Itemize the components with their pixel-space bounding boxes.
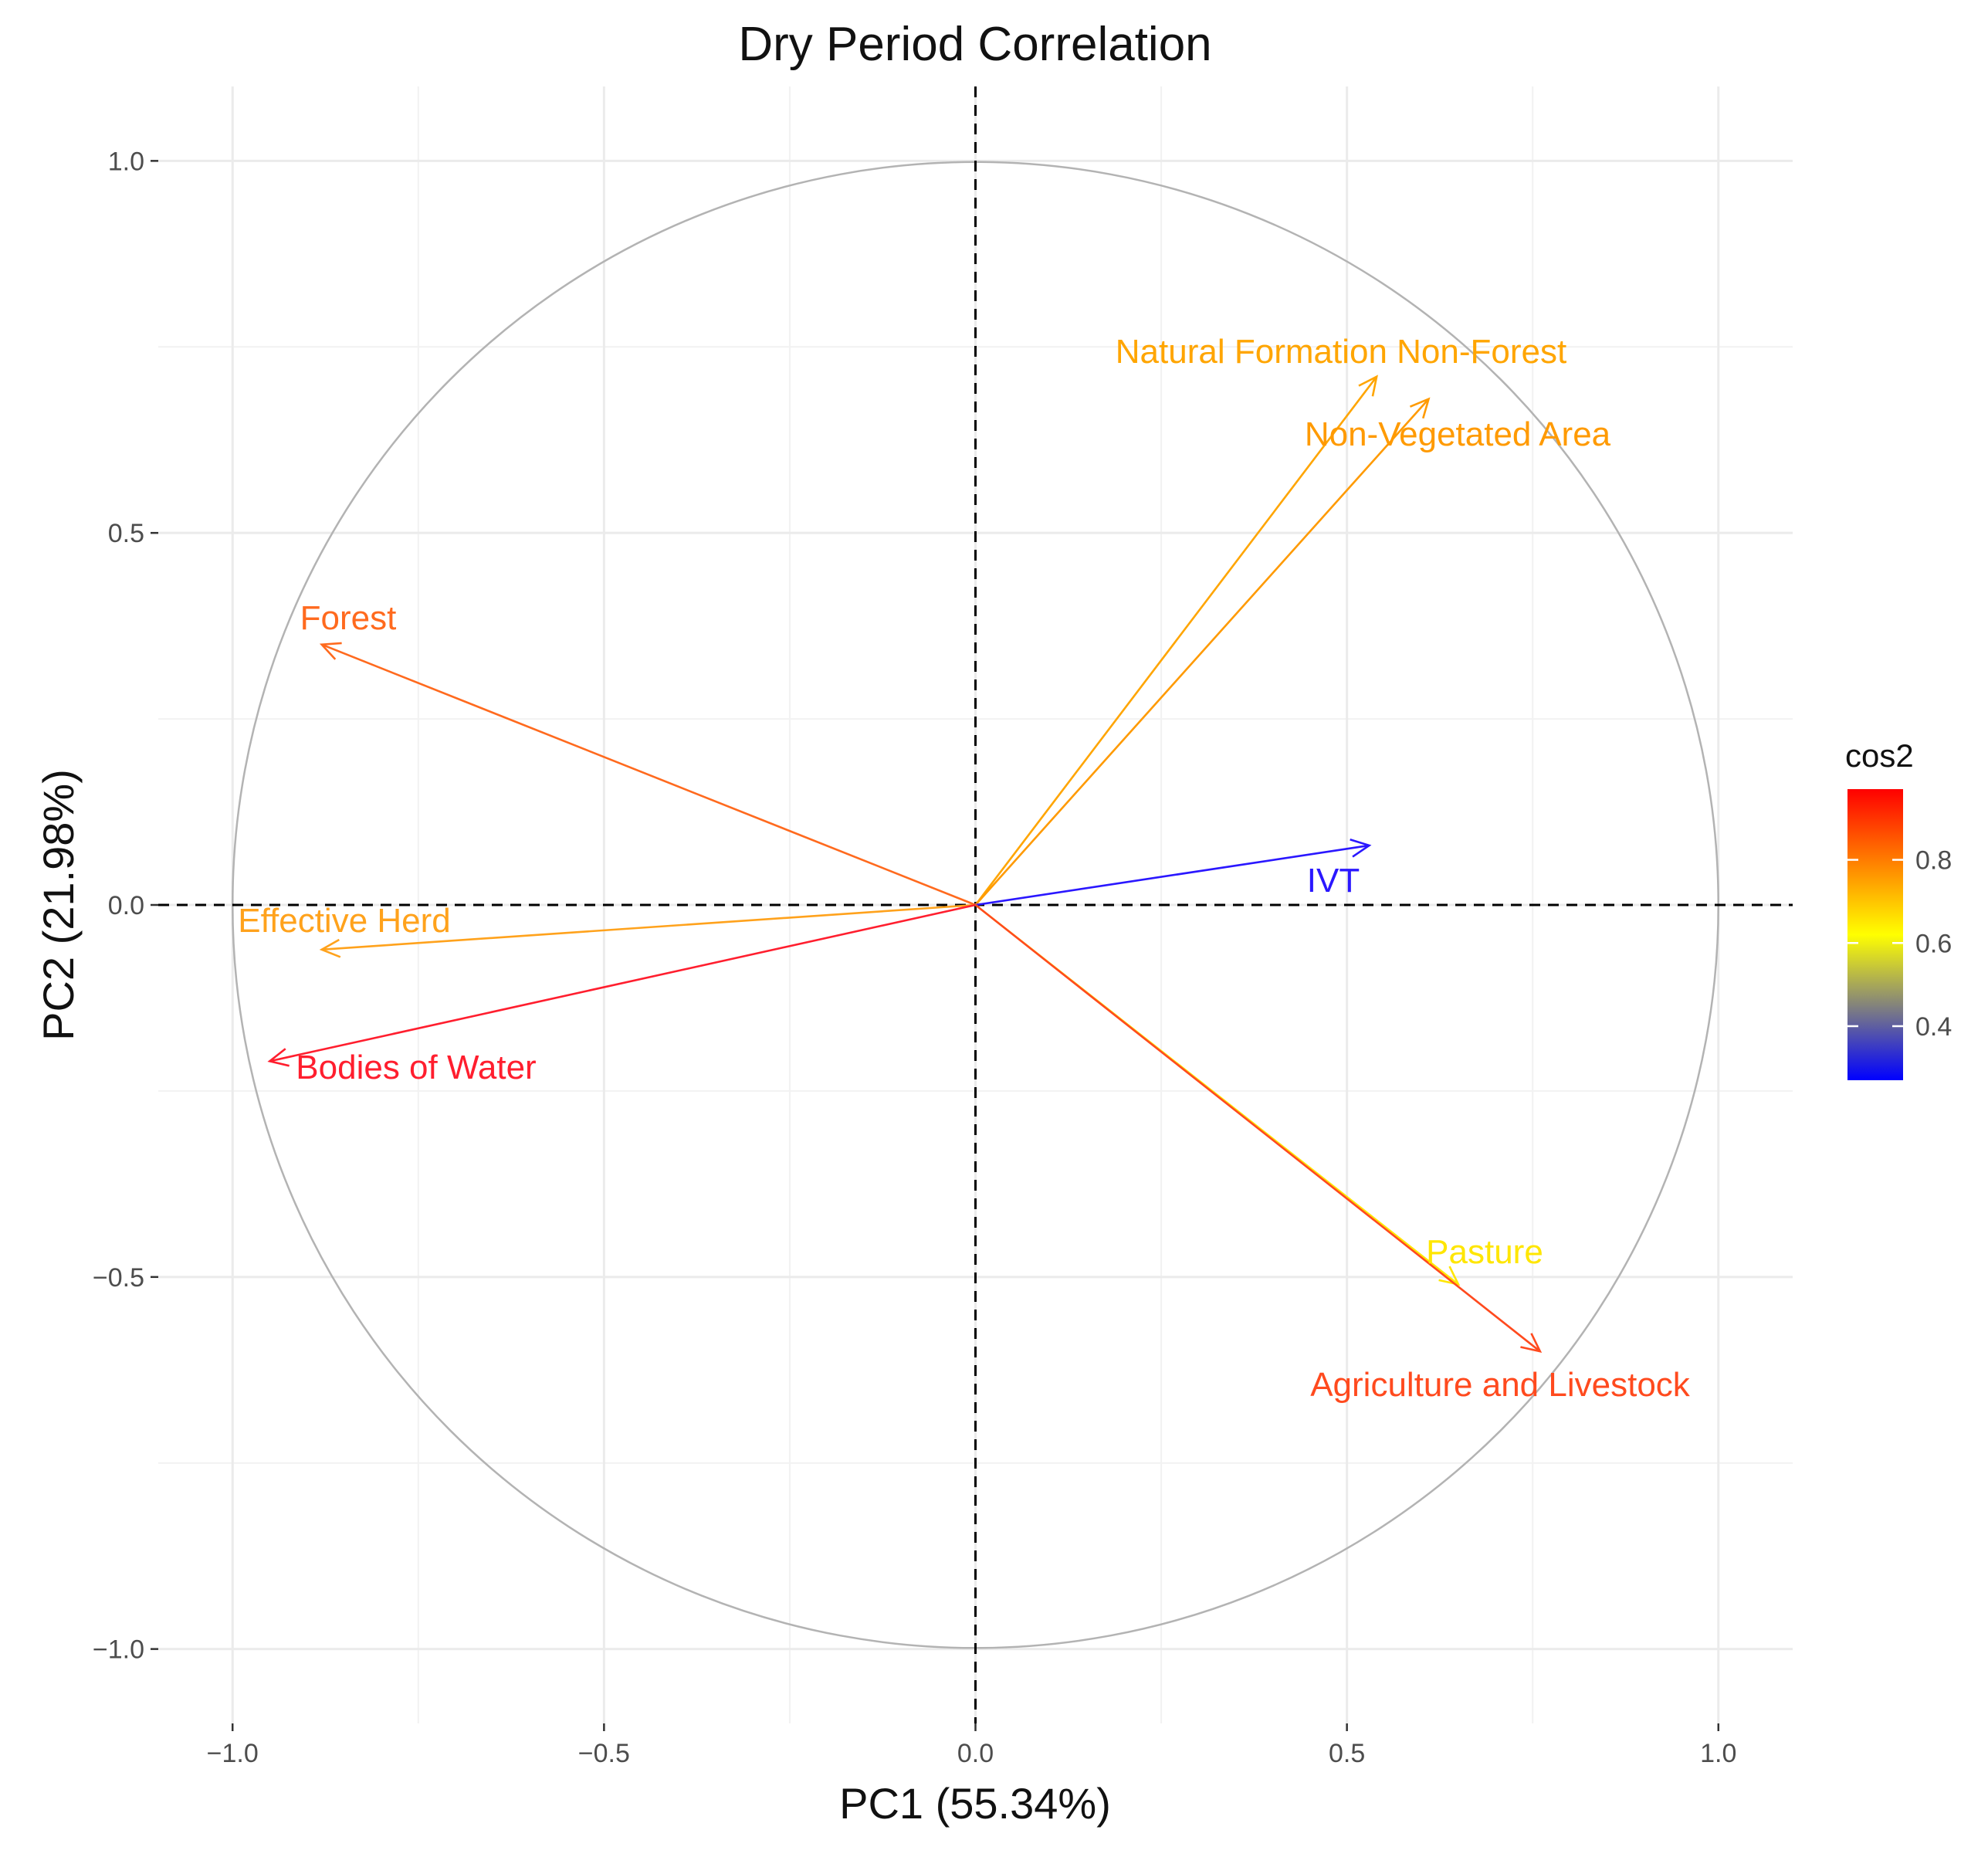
arrow-head-forest <box>319 642 342 660</box>
label-non-vegetated-area: Non-Vegetated Area <box>1305 415 1611 453</box>
arrow-non-vegetated-area <box>974 397 1431 906</box>
x-tick-label-1: −0.5 <box>578 1739 630 1768</box>
y-axis-ticks: 1.0 0.5 0.0 −0.5 −1.0 <box>93 147 158 1665</box>
y-axis-title: PC2 (21.98%) <box>34 769 83 1041</box>
arrow-head-bodies-of-water <box>267 1048 290 1067</box>
x-tick-label-0: −1.0 <box>207 1739 259 1768</box>
label-effective-herd: Effective Herd <box>238 902 451 940</box>
arrow-shaft-effective-herd <box>321 903 976 951</box>
legend-tick-label-0: 0.8 <box>1915 846 1952 876</box>
arrow-head-non-vegetated-area <box>1409 397 1431 419</box>
x-axis-ticks: −1.0 −0.5 0.0 0.5 1.0 <box>207 1723 1736 1768</box>
arrow-shaft-forest <box>321 643 976 906</box>
y-tick-label-2: 0.0 <box>108 891 144 920</box>
x-tick-label-2: 0.0 <box>957 1739 994 1768</box>
y-tick-label-1: 0.5 <box>108 519 144 548</box>
arrow-natural-formation-non-forest <box>974 374 1378 906</box>
label-pasture: Pasture <box>1426 1233 1543 1271</box>
label-agriculture-and-livestock: Agriculture and Livestock <box>1310 1366 1691 1404</box>
arrow-head-ivt <box>1350 839 1372 858</box>
arrow-ivt <box>975 839 1372 906</box>
arrow-head-pasture <box>1438 1266 1461 1286</box>
legend-ticks: 0.8 0.6 0.4 <box>1847 846 1952 1042</box>
arrow-shaft-bodies-of-water <box>269 903 976 1062</box>
arrow-bodies-of-water <box>267 903 976 1067</box>
arrow-effective-herd <box>319 903 976 958</box>
arrow-forest <box>319 642 976 906</box>
arrow-shaft-non-vegetated-area <box>974 398 1430 906</box>
y-tick-label-3: −0.5 <box>93 1263 144 1293</box>
cos2-legend: cos2 0.8 0.6 0.4 <box>1845 737 1952 1080</box>
arrow-head-agriculture-and-livestock <box>1520 1333 1543 1354</box>
legend-title: cos2 <box>1845 737 1914 774</box>
arrow-shaft-agriculture-and-livestock <box>974 903 1541 1353</box>
label-bodies-of-water: Bodies of Water <box>296 1049 536 1086</box>
y-tick-label-4: −1.0 <box>93 1635 144 1665</box>
label-forest: Forest <box>300 599 397 637</box>
arrow-head-effective-herd <box>319 938 341 958</box>
variable-labels: Natural Formation Non-Forest Non-Vegetate… <box>238 333 1691 1404</box>
variable-arrows <box>267 374 1543 1354</box>
label-ivt: IVT <box>1307 862 1360 900</box>
x-tick-label-3: 0.5 <box>1329 1739 1365 1768</box>
y-tick-label-0: 1.0 <box>108 147 144 176</box>
label-natural-formation-non-forest: Natural Formation Non-Forest <box>1116 333 1566 371</box>
arrow-shaft-ivt <box>975 844 1370 906</box>
x-axis-title: PC1 (55.34%) <box>839 1779 1111 1828</box>
arrow-head-natural-formation-non-forest <box>1358 374 1378 397</box>
legend-tick-label-1: 0.6 <box>1915 929 1952 958</box>
x-tick-label-4: 1.0 <box>1700 1739 1736 1768</box>
chart-title: Dry Period Correlation <box>738 18 1211 71</box>
legend-tick-label-2: 0.4 <box>1915 1012 1952 1042</box>
arrow-agriculture-and-livestock <box>974 903 1543 1354</box>
arrow-shaft-natural-formation-non-forest <box>974 376 1378 906</box>
legend-colorbar <box>1847 789 1903 1080</box>
